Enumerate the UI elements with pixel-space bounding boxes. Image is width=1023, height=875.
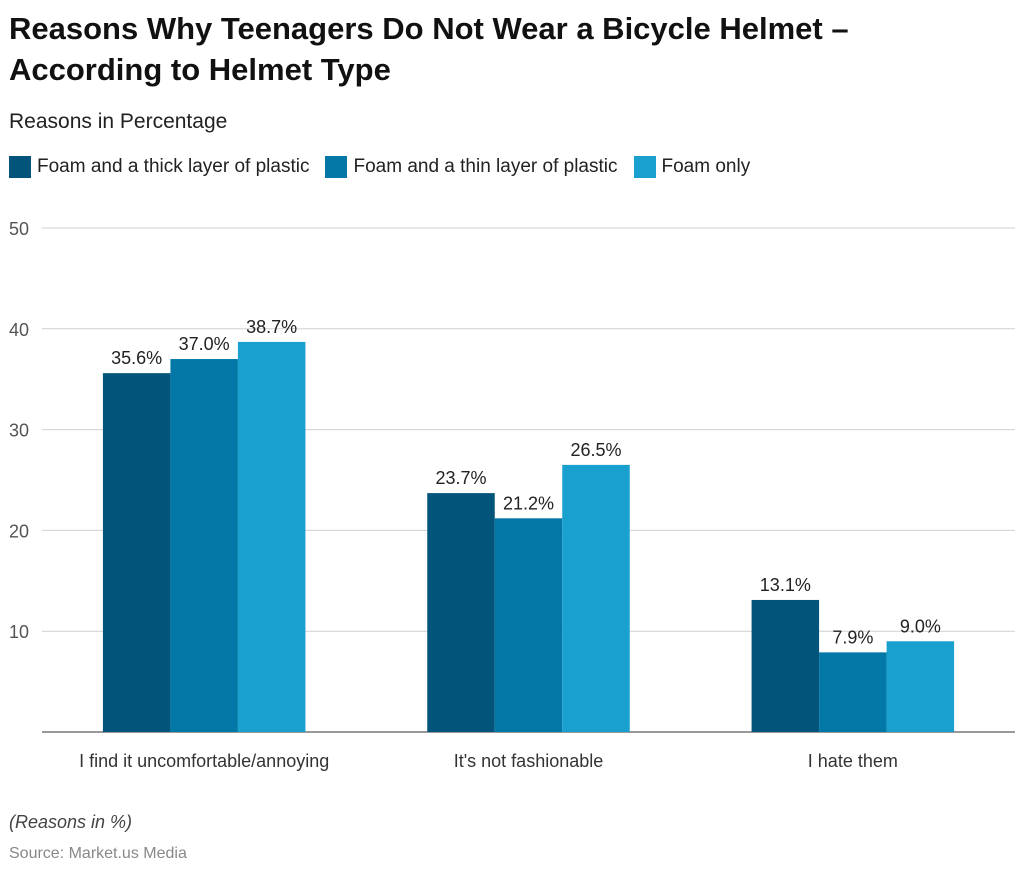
- data-label: 38.7%: [246, 317, 297, 337]
- bar: [237, 341, 306, 732]
- bar: [494, 518, 563, 732]
- data-label: 23.7%: [435, 468, 486, 488]
- y-tick-label: 20: [9, 521, 29, 541]
- x-tick-label: I hate them: [808, 751, 898, 771]
- data-label: 37.0%: [179, 334, 230, 354]
- data-label: 35.6%: [111, 348, 162, 368]
- bar: [819, 652, 887, 732]
- y-tick-label: 40: [9, 320, 29, 340]
- legend-swatch: [325, 156, 348, 178]
- y-tick-label: 50: [9, 219, 29, 239]
- x-tick-label: It's not fashionable: [454, 751, 604, 771]
- data-label: 13.1%: [760, 575, 811, 595]
- data-label: 21.2%: [503, 493, 554, 513]
- legend-swatch: [633, 156, 656, 178]
- legend-label: Foam only: [661, 156, 751, 177]
- data-label: 26.5%: [570, 440, 621, 460]
- chart-note: (Reasons in %): [9, 812, 133, 832]
- legend-label: Foam and a thin layer of plastic: [353, 156, 618, 177]
- chart-source: Source: Market.us Media: [9, 845, 187, 862]
- chart-subtitle: Reasons in Percentage: [9, 110, 228, 133]
- legend-item-thick: Foam and a thick layer of plastic: [9, 156, 309, 178]
- bar: [102, 373, 171, 732]
- x-tick-label: I find it uncomfortable/annoying: [79, 751, 329, 771]
- legend: Foam and a thick layer of plastic Foam a…: [9, 156, 750, 178]
- data-label: 7.9%: [832, 627, 873, 647]
- bar: [751, 599, 820, 732]
- bar: [170, 359, 238, 732]
- bar: [562, 464, 630, 732]
- bar: [427, 493, 495, 732]
- y-tick-label: 30: [9, 421, 29, 441]
- y-tick-label: 10: [9, 622, 29, 642]
- chart-title: Reasons Why Teenagers Do Not Wear a Bicy…: [9, 11, 849, 87]
- data-label: 9.0%: [900, 616, 941, 636]
- legend-swatch: [9, 156, 31, 178]
- legend-item-foam: Foam only: [633, 156, 751, 178]
- legend-item-thin: Foam and a thin layer of plastic: [325, 156, 618, 178]
- bar: [886, 641, 955, 732]
- legend-label: Foam and a thick layer of plastic: [37, 156, 310, 177]
